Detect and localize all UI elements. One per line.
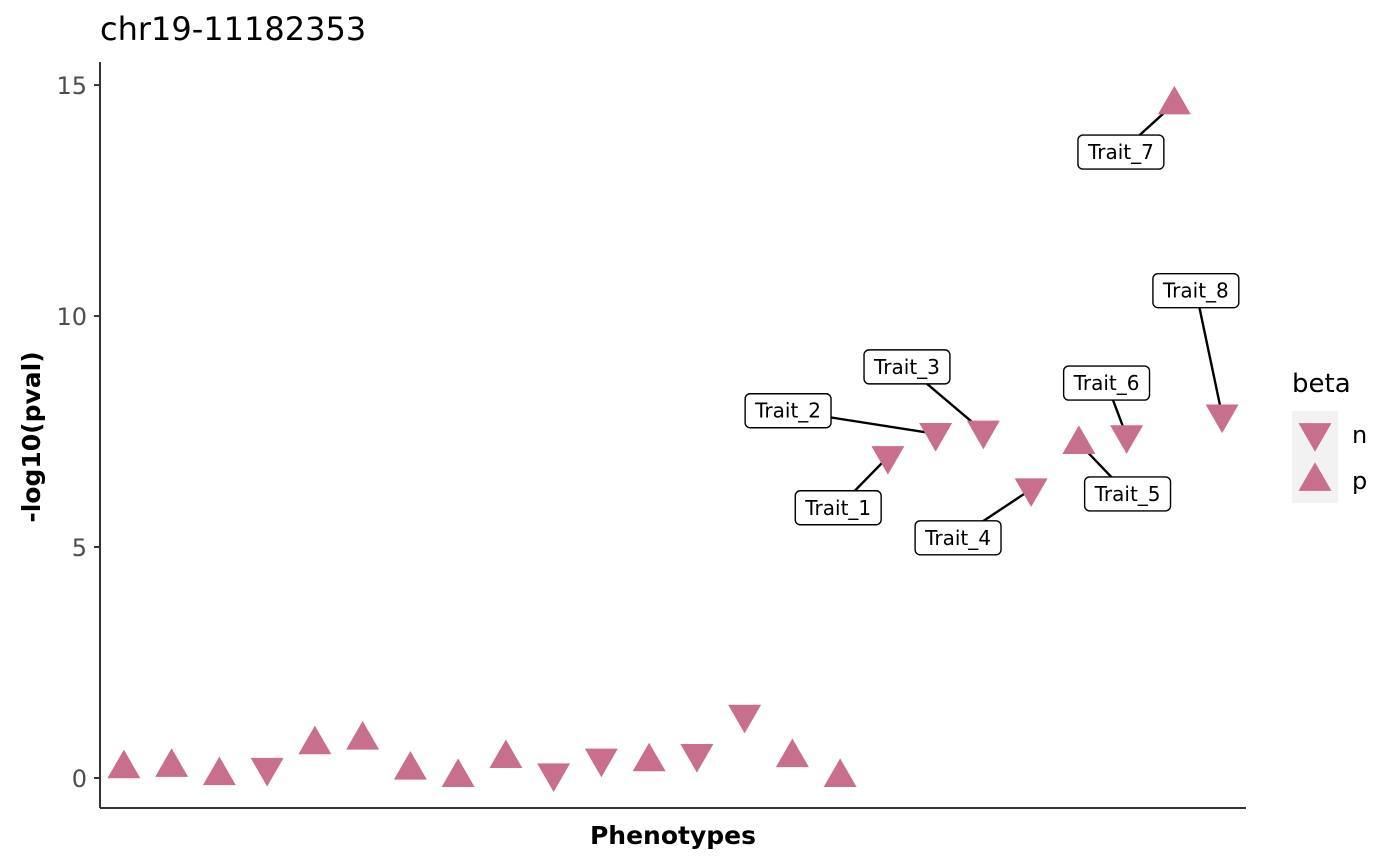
plot-area: Trait_1 Trait_2 Trait_3 Trait_4 Trait_5 Trait…	[107, 85, 1240, 792]
data-point	[202, 756, 236, 786]
data-point	[298, 725, 332, 755]
legend-label-p: p	[1352, 467, 1367, 495]
data-point	[250, 757, 284, 787]
annotation-label-box	[1062, 365, 1151, 401]
legend-label-n: n	[1352, 421, 1367, 449]
legend-title: beta	[1292, 369, 1351, 399]
annotation-label-box	[794, 490, 882, 526]
annotation-label: Trait_2	[744, 393, 832, 429]
annotation-label-box	[744, 393, 832, 429]
data-point	[632, 742, 666, 772]
data-point-trait-8	[1205, 404, 1239, 434]
annotation-label-box	[1083, 476, 1172, 512]
data-point	[346, 720, 380, 750]
data-point	[537, 763, 571, 792]
annotation-label-box	[914, 520, 1002, 556]
axes: 0 5 10 15	[56, 62, 1246, 809]
annotation-label-box	[863, 349, 951, 385]
y-axis-title: -log10(pval)	[17, 351, 46, 522]
data-point-trait-5	[1062, 425, 1096, 454]
annotation-label: Trait_4	[914, 520, 1002, 556]
data-point-trait-2	[919, 422, 953, 452]
data-point-trait-1	[871, 446, 905, 475]
y-tick-label: 0	[72, 765, 87, 793]
data-point	[728, 704, 762, 734]
chart-title: chr19-11182353	[100, 10, 366, 48]
annotation-label-box	[1152, 272, 1240, 309]
data-point	[680, 744, 714, 773]
data-point	[775, 738, 809, 768]
legend-key-p	[1298, 462, 1332, 491]
data-point	[441, 758, 475, 787]
annotation-label: Trait_1	[794, 490, 882, 526]
legend-key-n	[1298, 423, 1332, 452]
data-point	[155, 748, 189, 777]
data-point-trait-6	[1110, 425, 1144, 454]
y-tick-label: 5	[72, 534, 87, 562]
data-point	[393, 751, 427, 780]
x-axis-title: Phenotypes	[590, 821, 756, 850]
annotation-label-text: Trait_2	[754, 399, 821, 423]
legend: beta np	[1292, 369, 1367, 503]
data-point-trait-4	[1014, 478, 1048, 507]
annotation-label-text: Trait_5	[1094, 482, 1161, 506]
annotation-leader-line	[1194, 290, 1224, 416]
annotation-label-box	[1077, 134, 1165, 170]
annotation-label: Trait_3	[863, 349, 951, 385]
data-point-trait-7	[1157, 85, 1191, 115]
data-point	[107, 749, 141, 779]
annotation-label-text: Trait_7	[1087, 140, 1154, 164]
data-point-trait-3	[966, 420, 1000, 450]
annotation-label: Trait_5	[1083, 476, 1172, 512]
data-point	[823, 758, 857, 787]
annotation-label: Trait_6	[1062, 365, 1151, 401]
annotation-label-text: Trait_1	[804, 496, 871, 520]
y-tick-label: 10	[56, 303, 87, 331]
annotation-label: Trait_7	[1077, 134, 1165, 170]
annotation-label-text: Trait_4	[924, 526, 991, 550]
annotation-label: Trait_8	[1152, 272, 1240, 309]
data-point	[489, 739, 523, 769]
annotation-label-text: Trait_8	[1162, 279, 1229, 303]
y-tick-label: 15	[56, 72, 87, 100]
data-point	[584, 748, 618, 778]
annotation-label-text: Trait_3	[873, 355, 940, 379]
annotation-label-text: Trait_6	[1073, 371, 1140, 395]
